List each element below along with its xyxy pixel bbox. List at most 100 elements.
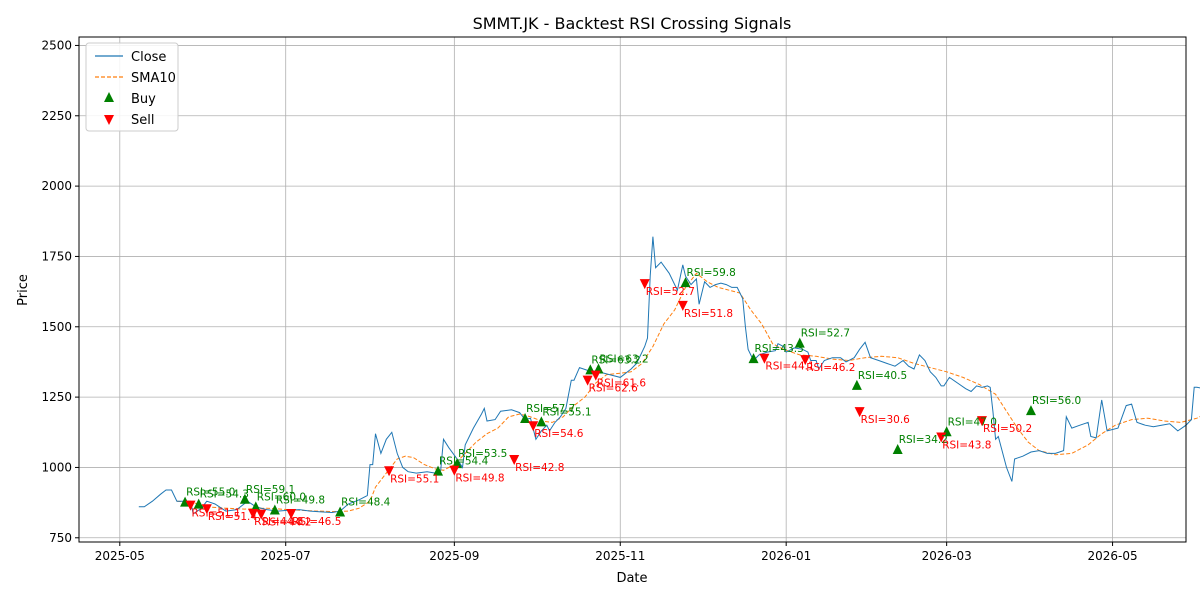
grid-lines xyxy=(79,37,1186,542)
buy-signal-label: RSI=52.7 xyxy=(801,328,850,340)
sell-signal-label: RSI=46.2 xyxy=(806,362,855,374)
sell-signal-marker xyxy=(677,300,688,311)
buy-signal-marker xyxy=(193,498,204,509)
buy-signal-label: RSI=63.2 xyxy=(591,354,640,366)
legend-label: SMA10 xyxy=(131,71,176,86)
y-axis-ticks: 750 1000 1250 1500 1750 2000 2250 2500 xyxy=(41,38,79,545)
x-tick-label: 2026-01 xyxy=(761,549,811,563)
sell-signal-label: RSI=54.6 xyxy=(534,428,584,440)
buy-signal-label: RSI=47.0 xyxy=(948,416,997,428)
sell-signal-marker xyxy=(582,375,593,386)
plot-frame xyxy=(78,36,1187,543)
buy-signal-marker xyxy=(433,465,444,476)
sma10-series-line xyxy=(176,272,1200,513)
sell-signal-marker xyxy=(449,465,460,476)
buy-signal-marker xyxy=(851,379,862,390)
y-tick-label: 2250 xyxy=(41,109,72,123)
sell-signal-marker xyxy=(201,504,212,515)
buy-signal-marker xyxy=(680,277,691,288)
sell-signal-label: RSI=44.2 xyxy=(262,517,311,529)
x-axis-label: Date xyxy=(616,571,647,586)
sell-signal-label: RSI=46.5 xyxy=(292,516,341,528)
sell-signal-label: RSI=44.1 xyxy=(765,361,814,373)
sell-signal-marker xyxy=(590,370,601,381)
sell-signal-label: RSI=43.8 xyxy=(942,439,991,451)
sell-signal-label: RSI=51.8 xyxy=(684,308,733,320)
buy-signal-label: RSI=34.2 xyxy=(899,434,948,446)
y-tick-label: 1000 xyxy=(41,460,72,474)
buy-signal-marker xyxy=(536,416,547,427)
chart-title: SMMT.JK - Backtest RSI Crossing Signals xyxy=(473,14,792,33)
buy-signal-label: RSI=56.0 xyxy=(1032,395,1081,407)
sell-signal-label: RSI=42.8 xyxy=(515,462,564,474)
sell-signal-label: RSI=49.8 xyxy=(455,473,504,485)
buy-signal-label: RSI=40.5 xyxy=(858,370,907,382)
sell-signal-marker xyxy=(509,455,520,466)
buy-signal-label: RSI=57.7 xyxy=(526,403,575,415)
buy-signal-marker xyxy=(748,353,759,364)
legend-label: Close xyxy=(131,50,166,65)
legend-buy-swatch xyxy=(104,92,114,102)
y-axis-label: Price xyxy=(16,274,31,306)
buy-signal-label: RSI=43.3 xyxy=(755,343,804,355)
buy-signal-label: RSI=60.0 xyxy=(257,491,306,503)
buy-signal-label: RSI=53.5 xyxy=(458,448,507,460)
sell-signal-marker xyxy=(977,416,988,427)
sell-signal-label: RSI=55.1 xyxy=(390,473,439,485)
y-tick-label: 2000 xyxy=(41,179,72,193)
sell-signal-label: RSI=44.8 xyxy=(254,516,303,528)
y-tick-label: 1500 xyxy=(41,320,72,334)
sell-signal-marker xyxy=(528,421,539,432)
buy-signal-label: RSI=48.4 xyxy=(341,496,391,508)
x-tick-label: 2026-03 xyxy=(922,549,972,563)
buy-signal-marker xyxy=(794,337,805,348)
sell-signal-marker xyxy=(286,509,297,520)
buy-signal-marker xyxy=(335,506,346,517)
legend-label: Sell xyxy=(131,113,154,128)
sell-signal-label: RSI=52.7 xyxy=(646,286,695,298)
buy-signal-marker xyxy=(452,458,463,469)
buy-signal-label: RSI=49.8 xyxy=(276,494,325,506)
y-tick-label: 1750 xyxy=(41,249,72,263)
buy-signal-marker xyxy=(520,413,531,424)
sell-signal-marker xyxy=(759,353,770,364)
sell-signal-marker xyxy=(248,509,259,520)
x-tick-label: 2025-07 xyxy=(261,549,311,563)
y-tick-label: 1250 xyxy=(41,390,72,404)
legend-box xyxy=(85,42,179,132)
y-tick-label: 750 xyxy=(49,531,72,545)
buy-signal-marker xyxy=(239,493,250,504)
sell-signal-label: RSI=51.1 xyxy=(192,508,241,520)
sell-signal-marker xyxy=(256,509,267,520)
x-tick-label: 2025-09 xyxy=(429,549,479,563)
sell-signal-marker xyxy=(854,407,865,418)
buy-signal-label: RSI=54.4 xyxy=(439,456,489,468)
buy-signal-label: RSI=55.1 xyxy=(542,406,591,418)
y-tick-label: 2500 xyxy=(41,38,72,52)
sell-signal-marker xyxy=(800,355,811,366)
sell-signal-marker xyxy=(936,432,947,443)
x-tick-label: 2025-05 xyxy=(95,549,145,563)
sell-signal-label: RSI=30.6 xyxy=(861,414,911,426)
sell-signal-marker xyxy=(639,279,650,290)
x-axis-ticks: 2025-05 2025-07 2025-09 2025-11 2026-01 2026-… xyxy=(95,542,1138,563)
buy-signal-label: RSI=59.8 xyxy=(687,267,736,279)
sell-signal-marker xyxy=(185,500,196,511)
x-tick-label: 2026-05 xyxy=(1087,549,1137,563)
buy-signal-marker xyxy=(269,504,280,515)
buy-signal-marker xyxy=(1025,405,1036,416)
sell-signal-label: RSI=50.2 xyxy=(983,423,1032,435)
signal-annotations: RSI=55.0RSI=54.3RSI=59.1RSI=60.0RSI=49.8… xyxy=(186,267,1081,528)
legend-sell-swatch xyxy=(104,115,114,125)
sell-signal-marker xyxy=(384,466,395,477)
close-series-line xyxy=(138,236,1200,515)
legend-label: Buy xyxy=(131,92,156,107)
buy-signal-label: RSI=63.2 xyxy=(600,354,649,366)
sell-signal-label: RSI=51.4 xyxy=(208,511,258,523)
x-tick-label: 2025-11 xyxy=(595,549,645,563)
buy-signal-label: RSI=55.0 xyxy=(186,487,235,499)
plot-area xyxy=(138,236,1200,520)
buy-signal-marker xyxy=(250,501,261,512)
